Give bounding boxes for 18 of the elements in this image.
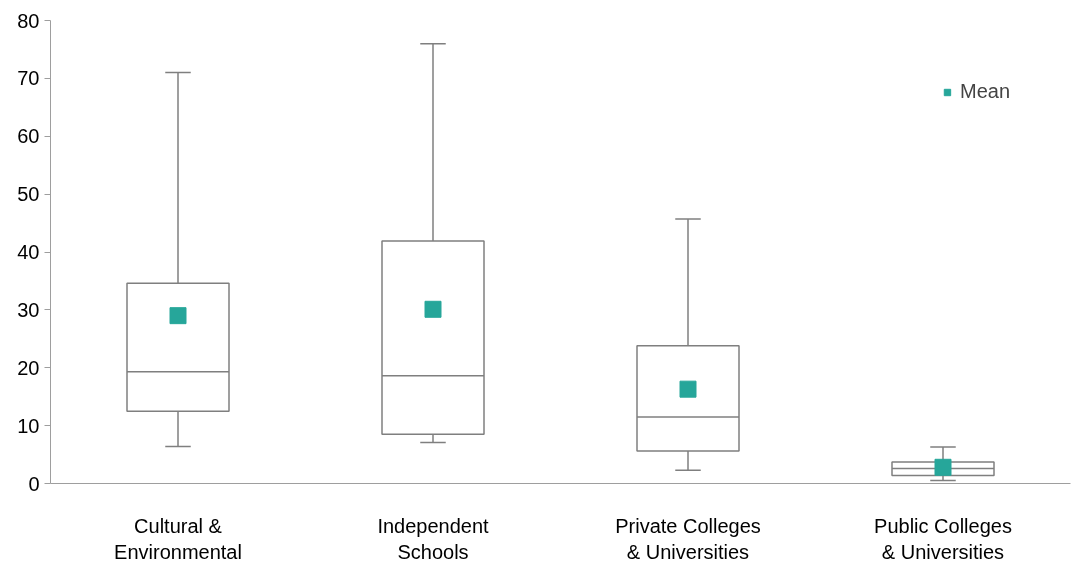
legend-label: Mean [959,80,1010,103]
y-tick-label: 70 [17,67,40,90]
y-tick-label: 20 [17,356,40,379]
y-tick-label: 50 [17,183,40,206]
x-tick-label: Independent Schools [377,514,490,563]
y-tick-label: 10 [17,414,40,437]
y-tick-label: 80 [17,9,40,32]
x-tick-label: Public Colleges & Universities [874,514,1012,563]
point [169,307,187,325]
y-tick-label: 60 [17,125,40,148]
point [934,458,952,476]
x-tick-label: Private Colleges & Universities [615,514,761,563]
point [424,300,442,318]
y-tick-label: 30 [17,298,40,321]
point [679,380,697,398]
y-tick-label: 40 [17,241,40,263]
y-tick-label: 0 [28,472,40,495]
x-tick-label: Cultural & Environmental [114,514,242,563]
